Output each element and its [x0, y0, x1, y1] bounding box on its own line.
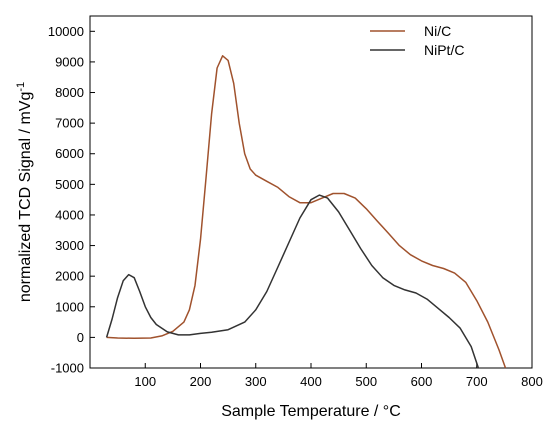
y-tick-label: 1000 — [55, 299, 84, 314]
x-tick-label: 500 — [355, 374, 377, 389]
y-tick-label: 5000 — [55, 177, 84, 192]
x-tick-label: 800 — [521, 374, 543, 389]
x-tick-label: 400 — [300, 374, 322, 389]
y-axis-title-main: normalized TCD Signal / mVg — [17, 92, 34, 302]
y-tick-label: 3000 — [55, 238, 84, 253]
y-tick-label: 9000 — [55, 54, 84, 69]
y-tick-label: 7000 — [55, 116, 84, 131]
y-axis-title: normalized TCD Signal / mVg-1 — [15, 82, 34, 302]
series-line-nipt-c — [105, 194, 480, 369]
series-line-ni-c — [106, 55, 507, 369]
legend: Ni/C NiPt/C — [370, 23, 464, 58]
y-tick-label: 2000 — [55, 269, 84, 284]
x-tick-label: 300 — [245, 374, 267, 389]
series-group — [105, 55, 507, 369]
x-tick-label: 700 — [466, 374, 488, 389]
y-tick-label: 4000 — [55, 207, 84, 222]
x-axis: 100 200 300 400 500 600 700 800 — [134, 363, 543, 389]
y-axis: -1000 0 1000 2000 3000 4000 5000 6000 7000 8000 90… — [48, 24, 95, 376]
x-tick-label: 200 — [190, 374, 212, 389]
y-axis-title-superscript: -1 — [15, 82, 27, 92]
y-tick-label: 0 — [77, 330, 84, 345]
y-tick-label: -1000 — [51, 361, 84, 376]
x-tick-label: 600 — [411, 374, 433, 389]
legend-label-ni-c: Ni/C — [424, 23, 451, 39]
y-tick-label: 10000 — [48, 24, 84, 39]
x-tick-label: 100 — [134, 374, 156, 389]
y-tick-label: 6000 — [55, 146, 84, 161]
plot-frame — [89, 15, 533, 369]
legend-label-nipt-c: NiPt/C — [424, 42, 464, 58]
x-axis-title: Sample Temperature / °C — [221, 403, 401, 420]
y-tick-label: 8000 — [55, 85, 84, 100]
